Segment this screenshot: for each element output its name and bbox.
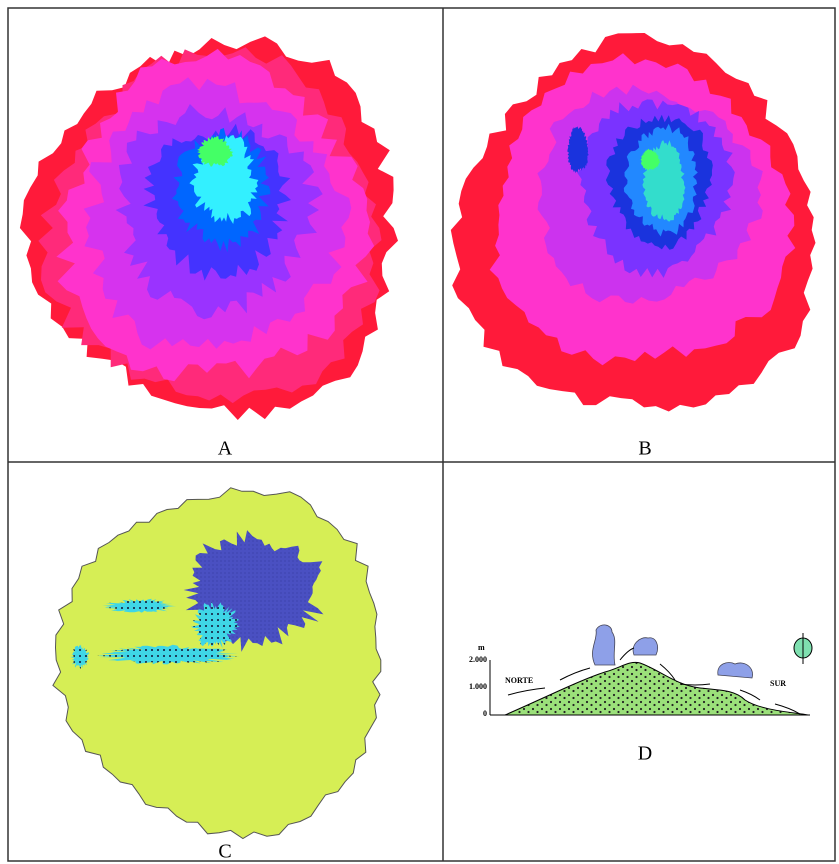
axis-tick-label: 0 (483, 709, 487, 718)
profile-hill (505, 662, 808, 715)
panel-label: A (218, 438, 233, 460)
cloud (718, 662, 753, 678)
arrow (680, 684, 710, 685)
maps (20, 33, 816, 839)
arrow (560, 668, 590, 680)
arrow (620, 648, 634, 660)
side-label: SUR (770, 679, 786, 688)
cloud (592, 625, 615, 665)
panel-label: B (638, 438, 651, 460)
side-label: NORTE (505, 676, 533, 685)
axis-unit: m (478, 643, 485, 652)
arrow (508, 688, 545, 695)
figure: A B C D m 2.000 1.000 0 NORTE SUR (0, 0, 839, 864)
axis-tick-label: 1.000 (469, 682, 487, 691)
cloud (633, 638, 657, 655)
axis-tick-label: 2.000 (469, 655, 487, 664)
panel-label: D (638, 743, 652, 765)
profile: m 2.000 1.000 0 NORTE SUR (469, 625, 812, 718)
panel-label: C (218, 841, 231, 863)
map-zone (53, 488, 381, 839)
